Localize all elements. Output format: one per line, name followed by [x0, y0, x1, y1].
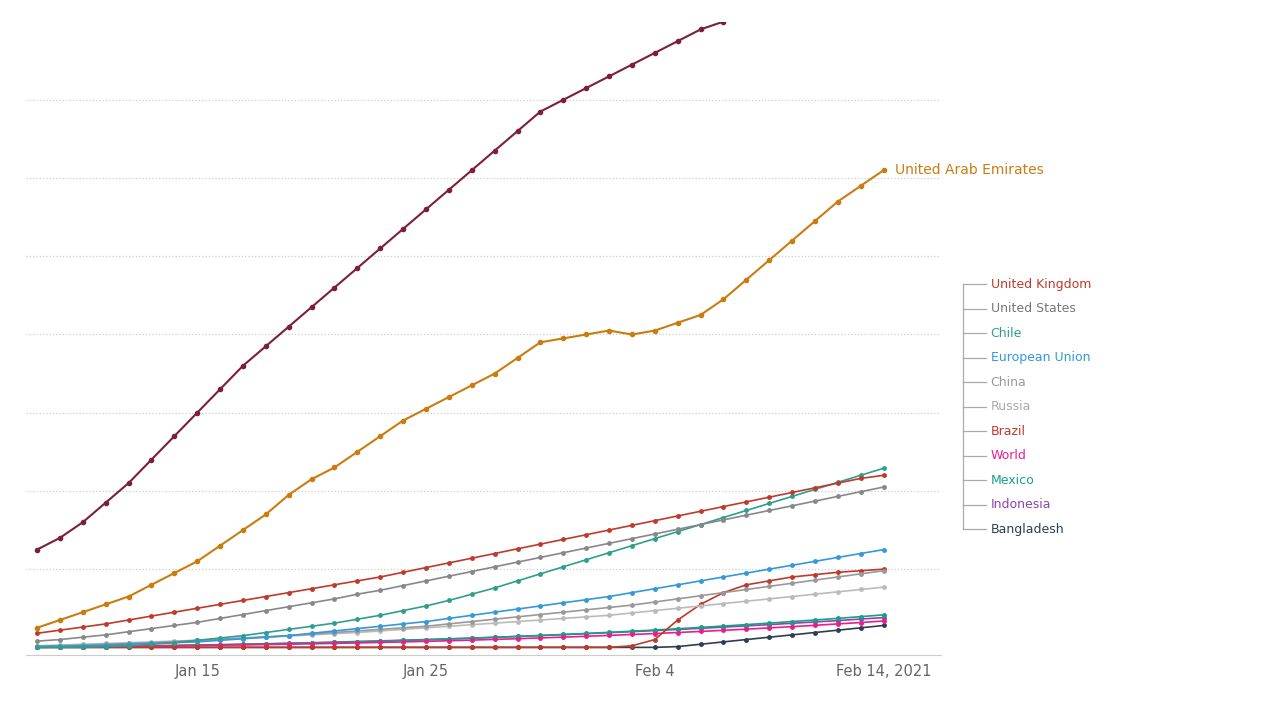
Text: Bangladesh: Bangladesh — [991, 523, 1065, 536]
Text: Russia: Russia — [991, 400, 1032, 413]
Text: United States: United States — [991, 302, 1075, 315]
Text: Brazil: Brazil — [991, 425, 1025, 438]
Text: China: China — [991, 376, 1027, 389]
Text: Mexico: Mexico — [991, 474, 1034, 487]
Text: European Union: European Union — [991, 351, 1091, 364]
Text: United Arab Emirates: United Arab Emirates — [895, 163, 1043, 177]
Text: Indonesia: Indonesia — [991, 498, 1051, 511]
Text: United Kingdom: United Kingdom — [991, 278, 1091, 291]
Text: World: World — [991, 449, 1027, 462]
Text: Chile: Chile — [991, 327, 1023, 340]
